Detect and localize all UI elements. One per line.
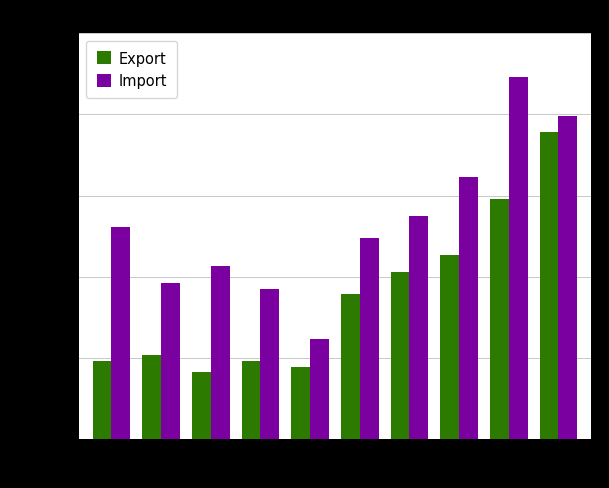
Bar — [341, 295, 360, 439]
Bar — [211, 267, 230, 439]
Bar — [360, 239, 379, 439]
Bar — [310, 339, 329, 439]
Bar — [390, 272, 409, 439]
Bar — [459, 178, 478, 439]
Bar — [143, 356, 161, 439]
Bar — [540, 133, 558, 439]
Bar — [192, 372, 211, 439]
Bar — [291, 367, 310, 439]
Bar — [93, 361, 111, 439]
Bar — [111, 228, 130, 439]
Legend: Export, Import: Export, Import — [86, 41, 177, 99]
Bar — [440, 256, 459, 439]
Bar — [490, 200, 509, 439]
Bar — [558, 117, 577, 439]
Bar — [409, 217, 428, 439]
Bar — [509, 78, 527, 439]
Bar — [261, 289, 280, 439]
Bar — [161, 284, 180, 439]
Bar — [242, 361, 261, 439]
